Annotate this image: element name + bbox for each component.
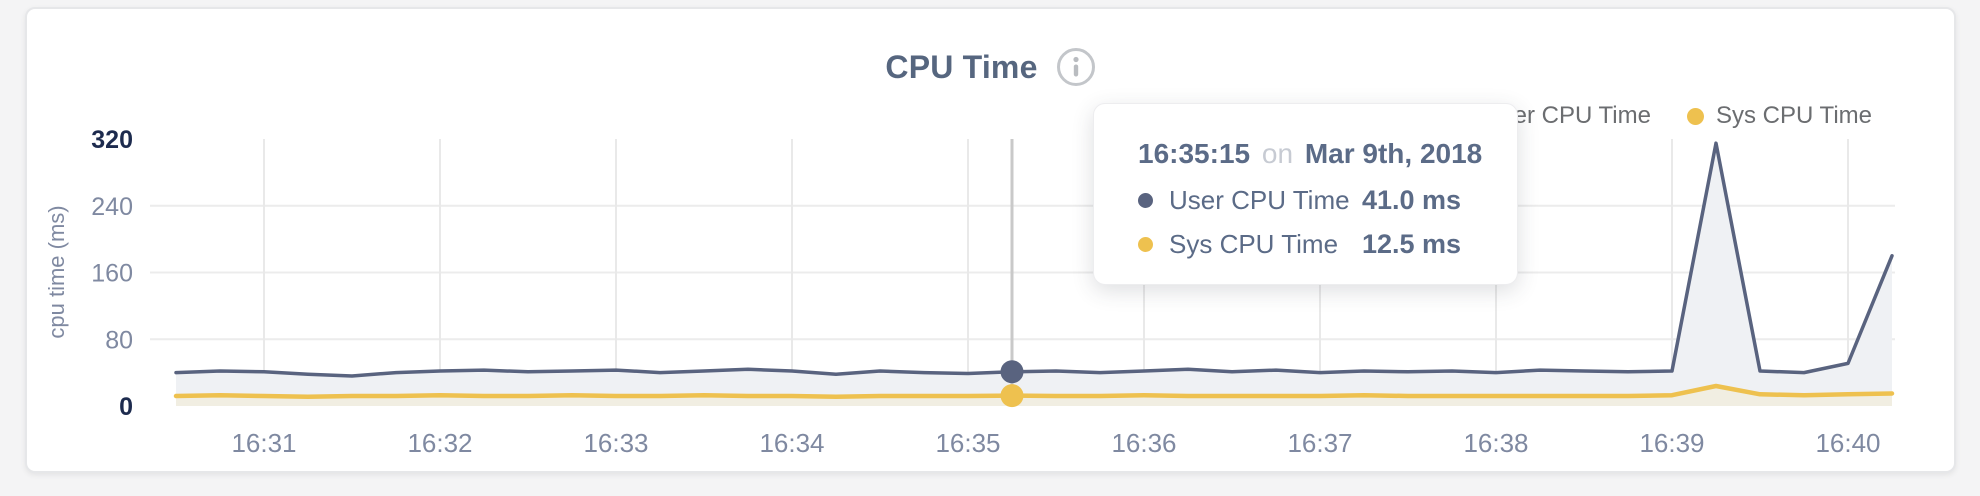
tooltip-dot-sys — [1138, 236, 1153, 252]
legend-dot-sys — [1686, 107, 1704, 125]
info-icon[interactable] — [1056, 47, 1096, 87]
tooltip-row-sys: Sys CPU Time 12.5 ms — [1138, 222, 1517, 266]
tooltip-label-user: User CPU Time — [1169, 184, 1350, 215]
tooltip-connector: on — [1261, 138, 1294, 169]
tooltip-label-sys: Sys CPU Time — [1169, 228, 1339, 259]
chart-tooltip: 16:35:15 on Mar 9th, 2018 User CPU Time … — [1093, 103, 1518, 285]
tooltip-row-user: User CPU Time 41.0 ms — [1138, 178, 1517, 222]
tooltip-time: 16:35:15 — [1138, 138, 1251, 169]
chart-title: CPU Time — [885, 48, 1038, 85]
cpu-time-card: CPU Time User CPU Time Sys CPU Time — [25, 7, 1956, 473]
legend-label-sys: Sys CPU Time — [1715, 102, 1872, 129]
chart-header: CPU Time — [27, 47, 1954, 87]
tooltip-date: Mar 9th, 2018 — [1304, 138, 1483, 169]
tooltip-dot-user — [1138, 192, 1153, 208]
tooltip-value-user: 41.0 ms — [1362, 184, 1462, 215]
tooltip-timestamp: 16:35:15 on Mar 9th, 2018 — [1138, 136, 1517, 178]
legend-item-sys-cpu-time[interactable]: Sys CPU Time — [1686, 102, 1872, 130]
tooltip-value-sys: 12.5 ms — [1362, 228, 1462, 259]
